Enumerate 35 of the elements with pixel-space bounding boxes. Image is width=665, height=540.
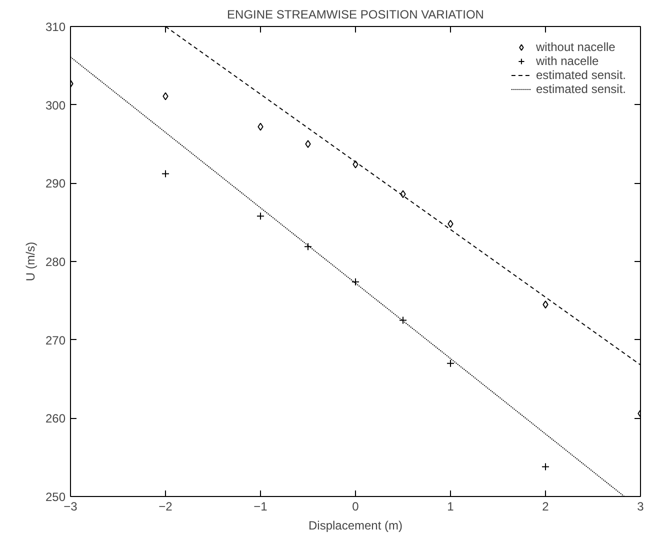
point bbox=[400, 190, 406, 198]
y-axis-title: U (m/s) bbox=[23, 242, 38, 282]
x-axis-title: Displacement (m) bbox=[308, 518, 403, 532]
point bbox=[256, 212, 264, 220]
legend-label: without nacelle bbox=[536, 40, 616, 54]
point bbox=[352, 160, 358, 168]
point bbox=[446, 359, 454, 368]
y-tick-label: 290 bbox=[45, 176, 66, 191]
point bbox=[258, 122, 264, 131]
y-tick-label: 300 bbox=[45, 98, 66, 112]
x-tick-label: −1 bbox=[254, 500, 268, 514]
y-tick-label: 310 bbox=[45, 20, 66, 34]
point bbox=[399, 316, 407, 324]
x-tick-label: 1 bbox=[447, 500, 454, 514]
legend-label: estimated sensit. bbox=[536, 82, 626, 96]
x-tick-label: −3 bbox=[64, 500, 78, 514]
point bbox=[162, 170, 170, 178]
y-tick-label: 270 bbox=[45, 333, 66, 348]
x-tick-label: 0 bbox=[352, 500, 360, 514]
y-tick-label: 250 bbox=[45, 490, 66, 504]
x-tick-label: −2 bbox=[158, 500, 173, 514]
legend-label: estimated sensit. bbox=[536, 68, 626, 82]
point bbox=[162, 92, 168, 100]
point bbox=[305, 140, 311, 148]
legend-label: with nacelle bbox=[536, 54, 599, 68]
y-tick-label: 280 bbox=[45, 255, 66, 269]
point bbox=[352, 278, 360, 286]
x-tick-label: 3 bbox=[637, 500, 644, 514]
point bbox=[448, 220, 454, 228]
point bbox=[542, 300, 548, 309]
chart-title: ENGINE STREAMWISE POSITION VARIATION bbox=[227, 8, 484, 22]
y-tick-label: 260 bbox=[45, 412, 66, 426]
point bbox=[542, 462, 550, 471]
point bbox=[304, 242, 312, 251]
x-tick-label: 2 bbox=[542, 500, 550, 514]
